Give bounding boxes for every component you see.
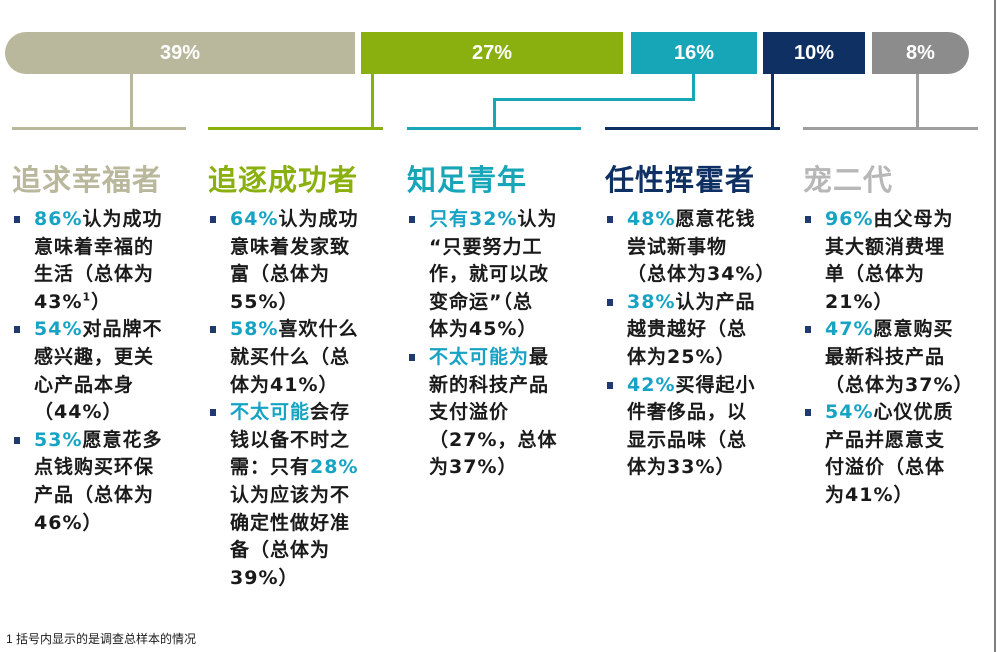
list-item: 42%买得起小 件奢侈品，以 显示品味（总 体为33%） [605,372,795,482]
list-item: 86%认为成功 意味着幸福的 生活（总体为 43%1） [12,206,197,316]
footnote-marker: 1 [82,290,92,304]
segment-4: 10% [763,32,865,74]
list-item: 38%认为产品 越贵越好（总 体为25%） [605,289,795,372]
segment-column-3: 知足青年 只有32%认为 “只要努力工 作，就可以改 变命运”（总 体为45%） 不太可… [407,160,592,482]
segment-column-5: 宠二代 96%由父母为 其大额消费埋 单（总体为 21%） 47%愿意购买 最新科技产品… [803,160,988,510]
segment-5: 8% [872,32,969,74]
segment-3: 16% [631,32,757,74]
footnote: 1 括号内显示的是调查总样本的情况 [6,632,197,646]
list-item: 53%愿意花多 点钱购买环保 产品（总体为 46%） [12,427,197,537]
column-title: 宠二代 [803,163,894,197]
list-item: 58%喜欢什么 就买什么（总 体为41%） [208,316,398,399]
column-title: 任性挥霍者 [605,163,756,197]
segment-1: 39% [5,32,355,74]
right-frame-line [994,0,996,652]
list-item: 48%愿意花钱 尝试新事物 （总体为34%） [605,206,795,289]
list-item: 不太可能会存 钱以备不时之 需：只有28% 认为应该为不 确定性做好准 备（总体为 39%） [208,399,398,592]
column-title: 知足青年 [407,163,528,197]
list-item: 54%对品牌不 感兴趣，更关 心产品本身 （44%） [12,316,197,426]
segment-2: 27% [361,32,623,74]
list-item: 只有32%认为 “只要努力工 作，就可以改 变命运”（总 体为45%） [407,206,592,344]
column-title: 追求幸福者 [12,163,163,197]
list-item: 47%愿意购买 最新科技产品 （总体为37%） [803,316,988,399]
list-item: 不太可能为最 新的科技产品 支付溢价 （27%，总体 为37%） [407,344,592,482]
segment-column-1: 追求幸福者 86%认为成功 意味着幸福的 生活（总体为 43%1） 54%对品牌不 感兴… [12,160,197,537]
list-item: 54%心仪优质 产品并愿意支 付溢价（总体 为41%） [803,399,988,509]
list-item: 64%认为成功 意味着发家致 富（总体为 55%） [208,206,398,316]
column-title: 追逐成功者 [208,163,359,197]
segment-column-2: 追逐成功者 64%认为成功 意味着发家致 富（总体为 55%） 58%喜欢什么 就买什么… [208,160,398,592]
segment-column-4: 任性挥霍者 48%愿意花钱 尝试新事物 （总体为34%） 38%认为产品 越贵越好（总… [605,160,795,482]
list-item: 96%由父母为 其大额消费埋 单（总体为 21%） [803,206,988,316]
